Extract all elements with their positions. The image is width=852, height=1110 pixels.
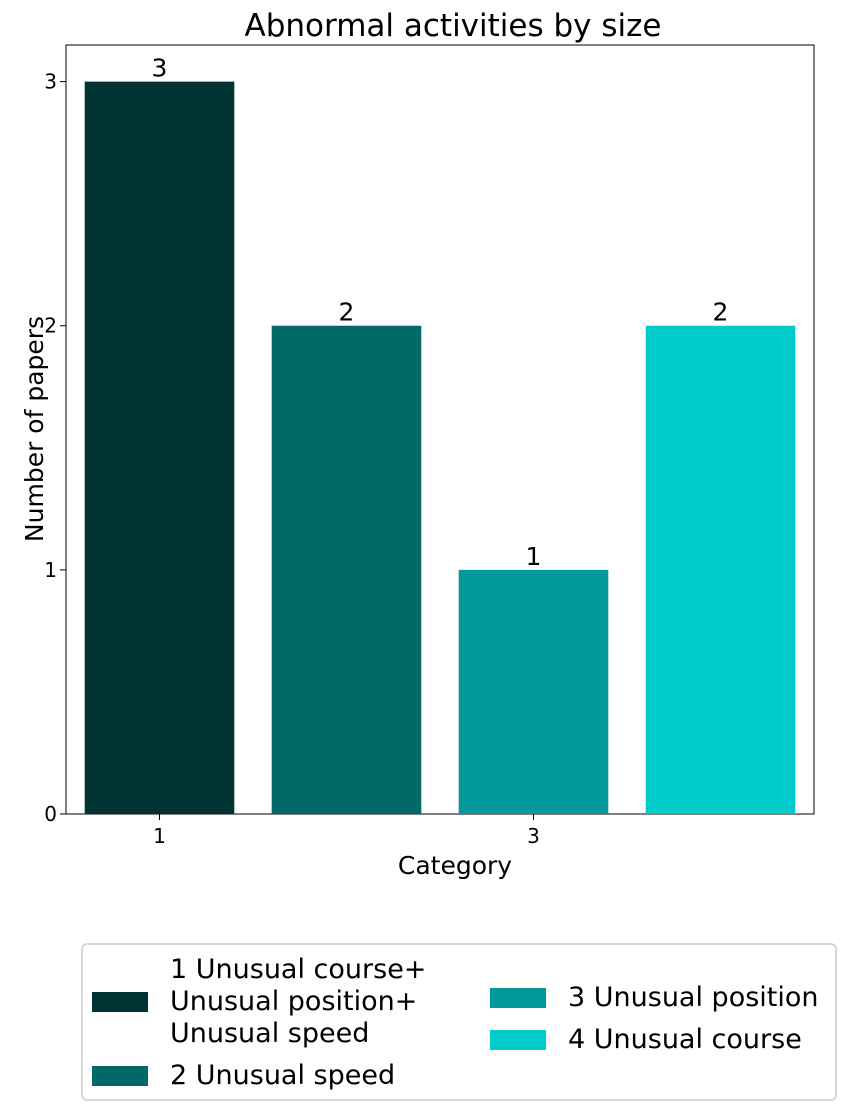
legend: 1 Unusual course+Unusual position+Unusua… [81, 943, 837, 1101]
plot-frame [65, 44, 815, 815]
bar-4 [645, 325, 796, 814]
legend-frame [81, 943, 837, 1101]
data-label-1: 3 [152, 54, 168, 83]
data-label-2: 2 [339, 298, 355, 327]
data-label-4: 2 [713, 298, 729, 327]
bars-group: 3 2 1 2 [84, 54, 796, 815]
data-label-3: 1 [526, 542, 542, 571]
y-tick-label: 2 [44, 314, 57, 338]
x-tick-label: 3 [527, 824, 540, 848]
legend-label: 2 Unusual speed [170, 1060, 395, 1091]
bar-3 [458, 569, 609, 814]
y-tick-label: 1 [44, 558, 57, 582]
legend-swatch [490, 988, 546, 1008]
bar-1 [84, 81, 235, 815]
y-axis-ticks: 0 1 2 3 [44, 70, 66, 826]
legend-label: 3 Unusual position [568, 982, 819, 1013]
chart-title: Abnormal activities by size [245, 8, 662, 44]
y-tick-label: 0 [44, 802, 57, 826]
legend-label: Unusual speed [170, 1018, 369, 1049]
legend-swatch [92, 1066, 148, 1086]
legend-label: 4 Unusual course [568, 1024, 802, 1055]
y-axis-label: Number of papers [20, 316, 49, 542]
x-tick-label: 1 [153, 824, 166, 848]
bar-2 [271, 325, 422, 814]
legend-swatch [490, 1030, 546, 1050]
y-tick-label: 3 [44, 70, 57, 94]
legend-swatch [92, 992, 148, 1012]
legend-label: Unusual position+ [170, 986, 417, 1017]
x-axis-label: Category [398, 851, 512, 880]
legend-label: 1 Unusual course+ [170, 954, 426, 985]
